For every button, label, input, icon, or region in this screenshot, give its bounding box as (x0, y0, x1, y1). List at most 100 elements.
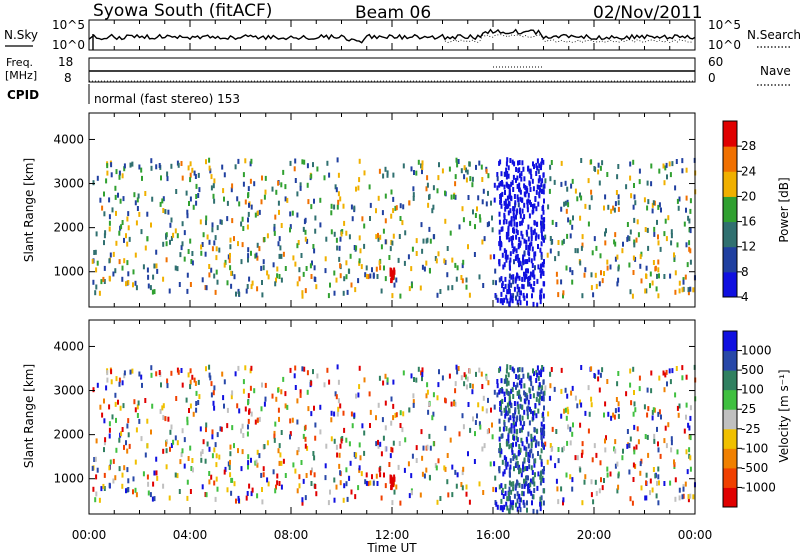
power-cell (533, 164, 535, 170)
power-cell (266, 233, 269, 239)
velocity-cell (527, 457, 530, 463)
power-cell (428, 226, 431, 232)
power-cell (563, 201, 566, 207)
velocity-cell (525, 395, 528, 401)
noise-panel: N.Sky 10^5 10^0 10^5 10^0 N.Search (4, 18, 800, 52)
power-cell (566, 233, 569, 239)
power-cell (532, 301, 535, 307)
power-cell (153, 263, 156, 269)
power-cell (392, 275, 395, 281)
power-cell (410, 266, 413, 272)
velocity-cell (208, 364, 211, 370)
velocity-cell (535, 369, 538, 375)
power-cell (319, 222, 322, 228)
velocity-cell (487, 397, 489, 403)
power-cell (530, 283, 533, 289)
velocity-cell (127, 418, 130, 424)
velocity-cell (581, 449, 584, 455)
power-cell (313, 198, 315, 204)
cbar-swatch (723, 121, 737, 147)
velocity-cell (273, 437, 276, 443)
power-cell (526, 300, 528, 306)
velocity-cell (194, 381, 197, 386)
power-cell (299, 182, 302, 188)
velocity-cell (646, 412, 649, 418)
cbar-swatch (723, 246, 737, 273)
power-cell (412, 192, 415, 198)
power-cell (544, 234, 547, 240)
power-cell (399, 293, 402, 299)
velocity-cell (214, 496, 217, 502)
power-cell (469, 176, 472, 182)
velocity-cell (297, 447, 300, 452)
velocity-cell (132, 476, 135, 482)
power-cell (238, 291, 240, 297)
power-cell (555, 271, 558, 277)
velocity-cell (508, 508, 511, 514)
velocity-cell (517, 464, 520, 470)
power-cell (108, 197, 111, 203)
power-cell (271, 186, 274, 192)
power-cell (520, 171, 523, 177)
power-cell (213, 273, 216, 279)
power-cell (525, 229, 528, 235)
velocity-cell (103, 440, 106, 446)
power-cell (358, 258, 361, 264)
velocity-cell (376, 481, 379, 486)
nave-tick-top: 60 (708, 55, 723, 69)
power-cell (417, 159, 420, 165)
power-cell (675, 159, 678, 164)
velocity-cell (560, 413, 563, 419)
velocity-cell (296, 398, 299, 404)
power-cell (251, 280, 254, 286)
velocity-cell (310, 481, 313, 486)
velocity-cell (530, 443, 533, 448)
power-cell (278, 209, 280, 215)
power-cell (503, 215, 506, 220)
velocity-cell (685, 374, 688, 380)
power-cell (348, 268, 351, 274)
power-cell (617, 277, 620, 283)
power-cell (525, 273, 528, 279)
velocity-cell (576, 403, 579, 409)
power-cell (426, 175, 429, 181)
power-cell (512, 235, 514, 241)
velocity-cell (567, 409, 570, 415)
power-cell (572, 215, 574, 221)
velocity-cell (590, 396, 593, 402)
velocity-cell (569, 426, 572, 432)
velocity-cell (674, 392, 677, 398)
cbar-swatch (723, 146, 737, 172)
velocity-cell (392, 415, 395, 421)
velocity-cell (395, 412, 398, 418)
power-cell (513, 206, 516, 212)
power-cell (337, 172, 340, 178)
velocity-cell (528, 375, 531, 381)
power-cell (490, 200, 492, 206)
velocity-cell (226, 423, 229, 429)
velocity-cell (448, 373, 451, 379)
power-cell (542, 235, 545, 241)
power-cell (423, 266, 426, 272)
power-cell (518, 160, 521, 165)
velocity-cell (402, 370, 405, 376)
velocity-cell (237, 448, 239, 454)
velocity-cell (155, 470, 158, 476)
power-cell (511, 240, 514, 246)
power-cell (183, 256, 186, 262)
power-cell (507, 227, 510, 233)
power-cell (425, 260, 428, 266)
power-cell (495, 280, 497, 286)
velocity-cell (512, 420, 515, 425)
velocity-cell (498, 436, 501, 442)
velocity-cell (557, 499, 560, 505)
velocity-cell (180, 452, 183, 458)
power-cell (260, 199, 263, 205)
velocity-cell (527, 405, 530, 411)
velocity-cell (688, 434, 691, 440)
velocity-cell (519, 420, 522, 426)
power-cell (538, 184, 541, 190)
power-cell (227, 254, 230, 260)
power-cell (369, 273, 372, 279)
power-cell (304, 288, 307, 294)
